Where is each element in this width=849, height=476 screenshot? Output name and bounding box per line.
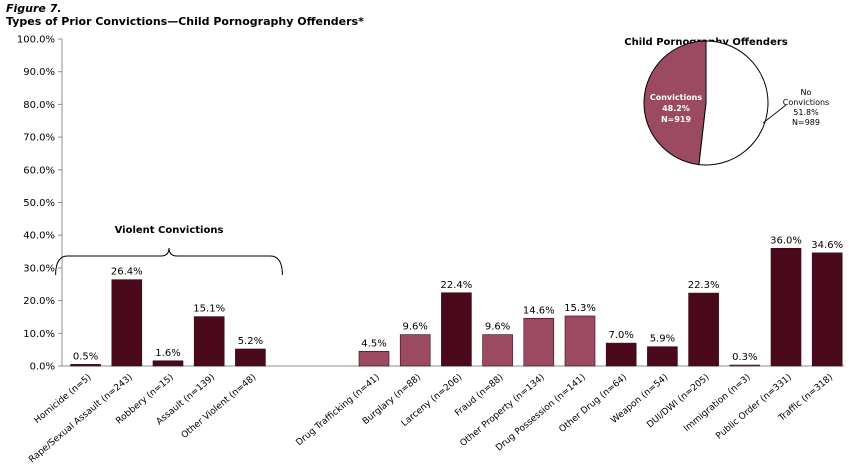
figure-title: Types of Prior Convictions—Child Pornogr… xyxy=(6,15,364,28)
bar xyxy=(399,334,431,367)
bar xyxy=(811,252,843,367)
pie-chart: Child Pornography OffendersConvictions48… xyxy=(624,37,829,166)
data-label: 14.6% xyxy=(523,305,555,316)
pie-slice-label: N=989 xyxy=(792,118,820,127)
figure-label: Figure 7. xyxy=(6,2,62,15)
data-label: 15.3% xyxy=(564,303,596,314)
x-tick-label: Other Violent (n=48) xyxy=(180,373,259,441)
y-tick-label: 40.0% xyxy=(23,231,55,242)
data-label: 22.3% xyxy=(688,280,720,291)
data-label: 34.6% xyxy=(811,240,843,251)
pie-slice xyxy=(643,40,707,166)
pie-slice-label: No xyxy=(801,88,812,97)
pie-slice-label: Convictions xyxy=(783,98,829,107)
bar xyxy=(358,350,390,367)
y-tick-label: 30.0% xyxy=(23,263,55,274)
bar xyxy=(441,292,472,367)
data-label: 5.2% xyxy=(238,336,263,347)
bar xyxy=(729,364,761,367)
data-label: 22.4% xyxy=(441,280,473,291)
data-label: 4.5% xyxy=(361,338,386,349)
bar xyxy=(523,317,555,367)
bar xyxy=(647,346,678,367)
y-tick-label: 20.0% xyxy=(23,296,55,307)
data-label: 36.0% xyxy=(770,235,802,246)
y-tick-label: 70.0% xyxy=(23,133,55,144)
y-tick-label: 0.0% xyxy=(30,362,55,373)
data-label: 0.5% xyxy=(73,351,98,362)
data-label: 1.6% xyxy=(155,348,180,359)
bar xyxy=(111,279,143,367)
data-label: 9.6% xyxy=(402,322,427,333)
data-label: 15.1% xyxy=(193,304,225,315)
y-tick-label: 60.0% xyxy=(23,165,55,176)
data-label: 7.0% xyxy=(608,330,633,341)
bar xyxy=(482,334,513,367)
bar xyxy=(152,360,184,367)
bracket-label: Violent Convictions xyxy=(115,225,224,236)
pie-slice-label: N=919 xyxy=(661,115,692,124)
y-tick-label: 100.0% xyxy=(17,35,55,46)
data-label: 26.4% xyxy=(111,267,143,278)
y-tick-label: 90.0% xyxy=(23,67,55,78)
pie-slice xyxy=(698,40,769,166)
y-tick-label: 50.0% xyxy=(23,198,55,209)
x-tick-label: Other Drug (n=64) xyxy=(558,373,630,435)
bar xyxy=(688,292,719,367)
bar xyxy=(235,348,266,367)
bracket-shape xyxy=(55,247,283,276)
x-tick-label: Public Order (n=331) xyxy=(714,373,794,442)
violent-bracket: Violent Convictions xyxy=(55,225,283,276)
pie-leader-line xyxy=(762,104,787,124)
data-label: 0.3% xyxy=(732,352,757,363)
data-label: 5.9% xyxy=(650,334,675,345)
data-label: 9.6% xyxy=(485,322,510,333)
y-tick-label: 80.0% xyxy=(23,100,55,111)
bar xyxy=(605,342,637,367)
pie-slice-label: Convictions xyxy=(650,93,703,102)
bar xyxy=(770,247,802,367)
bar xyxy=(70,364,101,367)
y-tick-label: 10.0% xyxy=(23,329,55,340)
pie-slice-label: 48.2% xyxy=(662,104,690,113)
pie-slice-label: 51.8% xyxy=(793,108,819,117)
bar xyxy=(193,316,225,367)
bar xyxy=(564,315,596,367)
x-tick-label: Drug Trafficking (n=41) xyxy=(295,373,382,449)
x-tick-label: Other Property (n=134) xyxy=(458,373,546,449)
